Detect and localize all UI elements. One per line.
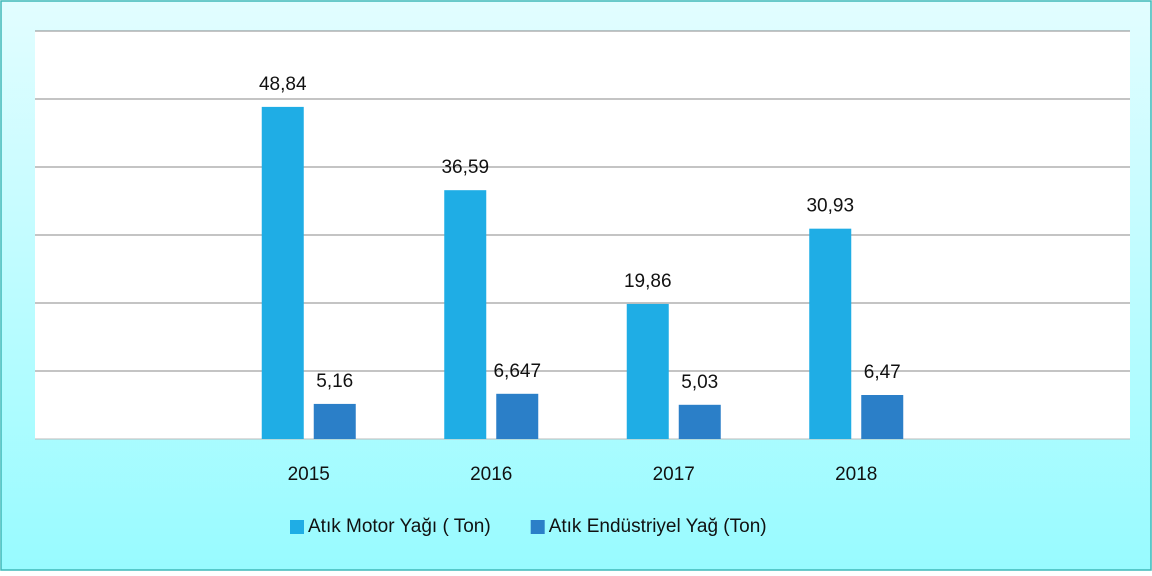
x-tick-label: 2018 (835, 464, 877, 485)
bar (809, 228, 852, 439)
data-label: 48,84 (259, 74, 307, 95)
data-label: 6,647 (493, 361, 541, 382)
legend-swatch (290, 520, 304, 534)
bar (496, 393, 539, 439)
bar (626, 303, 669, 439)
x-tick-label: 2015 (288, 464, 330, 485)
legend-label: Atık Motor Yağı ( Ton) (308, 516, 491, 537)
data-label: 5,16 (316, 371, 353, 392)
data-label: 30,93 (806, 196, 854, 217)
bar (261, 106, 304, 439)
x-tick-label: 2017 (653, 464, 695, 485)
data-label: 19,86 (624, 271, 672, 292)
bar (444, 190, 487, 439)
bar (678, 404, 721, 439)
x-tick-label: 2016 (470, 464, 512, 485)
data-label: 6,47 (864, 362, 901, 383)
data-label: 36,59 (441, 157, 489, 178)
legend-swatch (530, 520, 545, 534)
bar (313, 403, 356, 439)
legend-label: Atık Endüstriyel Yağ (Ton) (549, 516, 767, 537)
data-label: 5,03 (681, 372, 718, 393)
bar (861, 395, 904, 439)
